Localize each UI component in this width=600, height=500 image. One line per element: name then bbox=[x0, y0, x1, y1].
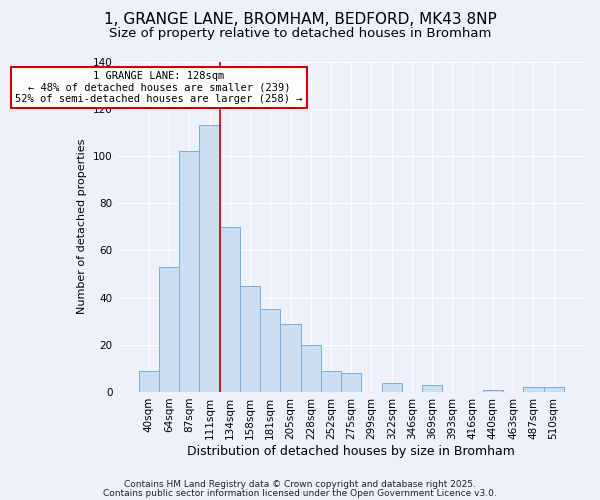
Bar bbox=[321, 370, 341, 392]
Bar bbox=[422, 385, 442, 392]
Bar bbox=[544, 387, 564, 392]
Bar bbox=[382, 382, 402, 392]
Bar bbox=[199, 125, 220, 392]
Bar bbox=[240, 286, 260, 392]
Text: Contains HM Land Registry data © Crown copyright and database right 2025.: Contains HM Land Registry data © Crown c… bbox=[124, 480, 476, 489]
Bar bbox=[523, 387, 544, 392]
Bar bbox=[260, 310, 280, 392]
Bar bbox=[483, 390, 503, 392]
Bar bbox=[341, 373, 361, 392]
Text: Contains public sector information licensed under the Open Government Licence v3: Contains public sector information licen… bbox=[103, 489, 497, 498]
Text: 1 GRANGE LANE: 128sqm
← 48% of detached houses are smaller (239)
52% of semi-det: 1 GRANGE LANE: 128sqm ← 48% of detached … bbox=[15, 71, 303, 104]
X-axis label: Distribution of detached houses by size in Bromham: Distribution of detached houses by size … bbox=[187, 444, 515, 458]
Bar bbox=[159, 267, 179, 392]
Bar bbox=[220, 226, 240, 392]
Bar bbox=[179, 151, 199, 392]
Bar bbox=[280, 324, 301, 392]
Bar bbox=[139, 370, 159, 392]
Bar bbox=[301, 345, 321, 392]
Text: 1, GRANGE LANE, BROMHAM, BEDFORD, MK43 8NP: 1, GRANGE LANE, BROMHAM, BEDFORD, MK43 8… bbox=[104, 12, 496, 28]
Text: Size of property relative to detached houses in Bromham: Size of property relative to detached ho… bbox=[109, 28, 491, 40]
Y-axis label: Number of detached properties: Number of detached properties bbox=[77, 139, 88, 314]
